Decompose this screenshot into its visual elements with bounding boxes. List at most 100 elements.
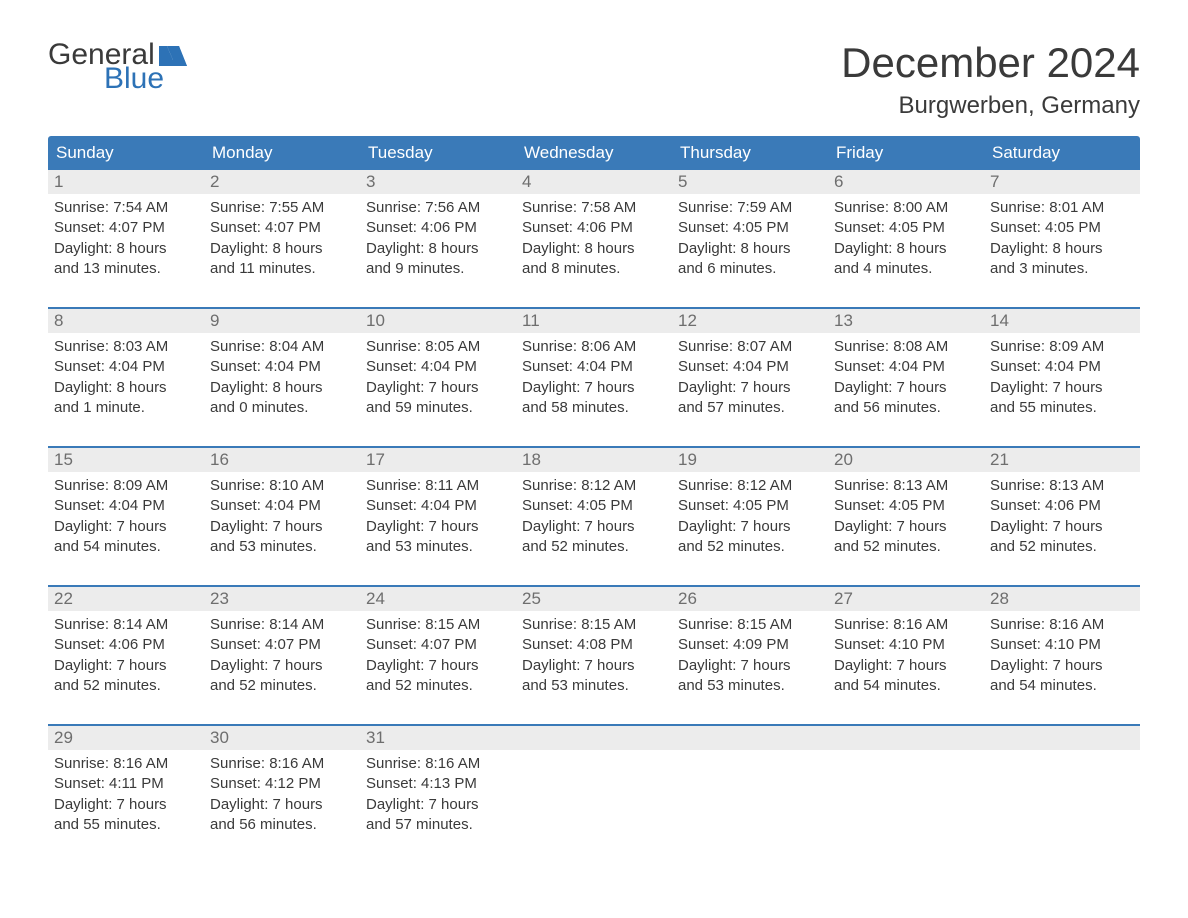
daylight-text: Daylight: 7 hours	[990, 656, 1134, 676]
daylight-text: Daylight: 8 hours	[366, 239, 510, 259]
daylight-text-2: and 56 minutes.	[210, 815, 354, 835]
day-cell: Sunrise: 7:56 AMSunset: 4:06 PMDaylight:…	[360, 194, 516, 307]
calendar-header-cell: Saturday	[984, 136, 1140, 170]
daylight-text-2: and 52 minutes.	[834, 537, 978, 557]
day-cell: Sunrise: 8:12 AMSunset: 4:05 PMDaylight:…	[516, 472, 672, 585]
sunset-text: Sunset: 4:05 PM	[990, 218, 1134, 238]
day-cell: Sunrise: 8:13 AMSunset: 4:05 PMDaylight:…	[828, 472, 984, 585]
calendar-week: 15161718192021Sunrise: 8:09 AMSunset: 4:…	[48, 446, 1140, 585]
daylight-text: Daylight: 7 hours	[54, 656, 198, 676]
day-cell: Sunrise: 8:16 AMSunset: 4:12 PMDaylight:…	[204, 750, 360, 863]
day-cell: Sunrise: 8:03 AMSunset: 4:04 PMDaylight:…	[48, 333, 204, 446]
day-cell: Sunrise: 8:16 AMSunset: 4:10 PMDaylight:…	[828, 611, 984, 724]
day-cell	[672, 750, 828, 863]
day-number: 29	[48, 726, 204, 750]
sunset-text: Sunset: 4:04 PM	[990, 357, 1134, 377]
sunset-text: Sunset: 4:04 PM	[54, 496, 198, 516]
daylight-text-2: and 1 minute.	[54, 398, 198, 418]
day-cell: Sunrise: 8:06 AMSunset: 4:04 PMDaylight:…	[516, 333, 672, 446]
sunset-text: Sunset: 4:04 PM	[210, 496, 354, 516]
daylight-text-2: and 13 minutes.	[54, 259, 198, 279]
day-number: 7	[984, 170, 1140, 194]
daylight-text-2: and 57 minutes.	[366, 815, 510, 835]
day-number: 28	[984, 587, 1140, 611]
daylight-text-2: and 52 minutes.	[678, 537, 822, 557]
daylight-text: Daylight: 8 hours	[54, 378, 198, 398]
day-number: 24	[360, 587, 516, 611]
daylight-text-2: and 53 minutes.	[210, 537, 354, 557]
daylight-text-2: and 53 minutes.	[366, 537, 510, 557]
sunrise-text: Sunrise: 8:16 AM	[366, 754, 510, 774]
day-number: 17	[360, 448, 516, 472]
daylight-text-2: and 54 minutes.	[54, 537, 198, 557]
day-cell	[516, 750, 672, 863]
day-number: 26	[672, 587, 828, 611]
daylight-text: Daylight: 7 hours	[522, 378, 666, 398]
header: General Blue December 2024 Burgwerben, G…	[48, 40, 1140, 120]
daylight-text: Daylight: 7 hours	[54, 795, 198, 815]
calendar-week: 293031Sunrise: 8:16 AMSunset: 4:11 PMDay…	[48, 724, 1140, 863]
page-subtitle: Burgwerben, Germany	[841, 92, 1140, 120]
sunset-text: Sunset: 4:04 PM	[366, 496, 510, 516]
daylight-text-2: and 11 minutes.	[210, 259, 354, 279]
sunset-text: Sunset: 4:09 PM	[678, 635, 822, 655]
day-number: 19	[672, 448, 828, 472]
day-number: 2	[204, 170, 360, 194]
daylight-text-2: and 8 minutes.	[522, 259, 666, 279]
daylight-text-2: and 59 minutes.	[366, 398, 510, 418]
daynum-row: 22232425262728	[48, 587, 1140, 611]
day-number: 31	[360, 726, 516, 750]
daylight-text: Daylight: 7 hours	[990, 517, 1134, 537]
sunset-text: Sunset: 4:04 PM	[522, 357, 666, 377]
sunset-text: Sunset: 4:11 PM	[54, 774, 198, 794]
day-cell: Sunrise: 7:58 AMSunset: 4:06 PMDaylight:…	[516, 194, 672, 307]
day-cell	[828, 750, 984, 863]
calendar-week: 891011121314Sunrise: 8:03 AMSunset: 4:04…	[48, 307, 1140, 446]
sunrise-text: Sunrise: 7:54 AM	[54, 198, 198, 218]
calendar: SundayMondayTuesdayWednesdayThursdayFrid…	[48, 136, 1140, 863]
sunset-text: Sunset: 4:05 PM	[834, 496, 978, 516]
daylight-text-2: and 58 minutes.	[522, 398, 666, 418]
day-cell: Sunrise: 7:54 AMSunset: 4:07 PMDaylight:…	[48, 194, 204, 307]
sunrise-text: Sunrise: 7:59 AM	[678, 198, 822, 218]
day-cell: Sunrise: 8:14 AMSunset: 4:06 PMDaylight:…	[48, 611, 204, 724]
day-number: 13	[828, 309, 984, 333]
logo: General Blue	[48, 40, 187, 94]
daylight-text: Daylight: 8 hours	[522, 239, 666, 259]
sunrise-text: Sunrise: 8:05 AM	[366, 337, 510, 357]
day-cell: Sunrise: 8:16 AMSunset: 4:10 PMDaylight:…	[984, 611, 1140, 724]
daylight-text-2: and 52 minutes.	[210, 676, 354, 696]
sunrise-text: Sunrise: 8:09 AM	[54, 476, 198, 496]
daylight-text: Daylight: 7 hours	[522, 517, 666, 537]
sunset-text: Sunset: 4:04 PM	[210, 357, 354, 377]
daylight-text: Daylight: 7 hours	[366, 795, 510, 815]
sunset-text: Sunset: 4:06 PM	[366, 218, 510, 238]
day-number: 9	[204, 309, 360, 333]
sunrise-text: Sunrise: 8:14 AM	[54, 615, 198, 635]
day-number: 23	[204, 587, 360, 611]
daylight-text-2: and 52 minutes.	[522, 537, 666, 557]
sunset-text: Sunset: 4:12 PM	[210, 774, 354, 794]
daylight-text-2: and 54 minutes.	[990, 676, 1134, 696]
daylight-text: Daylight: 7 hours	[834, 378, 978, 398]
daylight-text: Daylight: 7 hours	[834, 656, 978, 676]
day-number: 10	[360, 309, 516, 333]
day-number: 1	[48, 170, 204, 194]
day-cell: Sunrise: 8:10 AMSunset: 4:04 PMDaylight:…	[204, 472, 360, 585]
daylight-text: Daylight: 7 hours	[678, 517, 822, 537]
sunrise-text: Sunrise: 8:12 AM	[522, 476, 666, 496]
day-number: 5	[672, 170, 828, 194]
day-cell: Sunrise: 8:00 AMSunset: 4:05 PMDaylight:…	[828, 194, 984, 307]
sunrise-text: Sunrise: 8:15 AM	[678, 615, 822, 635]
daylight-text: Daylight: 8 hours	[834, 239, 978, 259]
day-number	[516, 726, 672, 750]
day-number: 4	[516, 170, 672, 194]
sunset-text: Sunset: 4:05 PM	[678, 218, 822, 238]
calendar-header-cell: Tuesday	[360, 136, 516, 170]
day-number: 3	[360, 170, 516, 194]
day-number: 6	[828, 170, 984, 194]
sunrise-text: Sunrise: 7:58 AM	[522, 198, 666, 218]
sunset-text: Sunset: 4:06 PM	[990, 496, 1134, 516]
day-cell: Sunrise: 8:15 AMSunset: 4:08 PMDaylight:…	[516, 611, 672, 724]
sunrise-text: Sunrise: 8:09 AM	[990, 337, 1134, 357]
